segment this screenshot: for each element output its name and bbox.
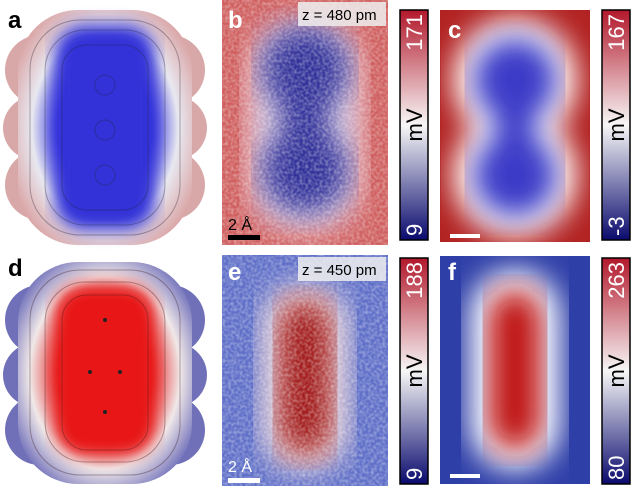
annotation: z = 480 pm bbox=[302, 7, 377, 24]
colorbar-max: 188 bbox=[402, 262, 427, 299]
panel-label: f bbox=[448, 259, 457, 286]
colorbar-unit: mV bbox=[402, 108, 427, 141]
colorbar-max: 263 bbox=[604, 262, 629, 299]
colorbar-max: 171 bbox=[402, 14, 427, 51]
scale-bar bbox=[450, 234, 480, 238]
colorbar-min: 80 bbox=[604, 456, 629, 480]
colorbar-unit: mV bbox=[604, 354, 629, 387]
panel-label: b bbox=[228, 7, 243, 34]
panel-label: c bbox=[448, 17, 461, 44]
scale-bar bbox=[228, 478, 260, 483]
scale-label: 2 Å bbox=[228, 457, 252, 476]
colorbar-unit: mV bbox=[402, 354, 427, 387]
annotation: z = 450 pm bbox=[302, 262, 377, 279]
molecule-a bbox=[3, 10, 207, 245]
colorbar-unit: mV bbox=[604, 108, 629, 141]
colorbar-max: 167 bbox=[604, 14, 629, 51]
map-e bbox=[222, 255, 388, 486]
panel-label: e bbox=[228, 259, 241, 286]
colorbar-min: 9 bbox=[402, 224, 427, 236]
map-c bbox=[440, 10, 590, 242]
panel-label: a bbox=[8, 7, 22, 34]
scale-bar bbox=[450, 474, 480, 478]
scale-bar bbox=[228, 235, 260, 240]
molecule-d bbox=[3, 262, 207, 484]
map-b bbox=[222, 0, 388, 245]
colorbar-min: -3 bbox=[604, 216, 629, 236]
colorbar-min: 9 bbox=[402, 468, 427, 480]
figure: a b z = 480 pm 2 Å c d e z = 450 pm 2 Å … bbox=[0, 0, 644, 486]
scale-label: 2 Å bbox=[228, 215, 252, 234]
panel-label: d bbox=[8, 255, 23, 282]
map-f bbox=[440, 256, 590, 484]
